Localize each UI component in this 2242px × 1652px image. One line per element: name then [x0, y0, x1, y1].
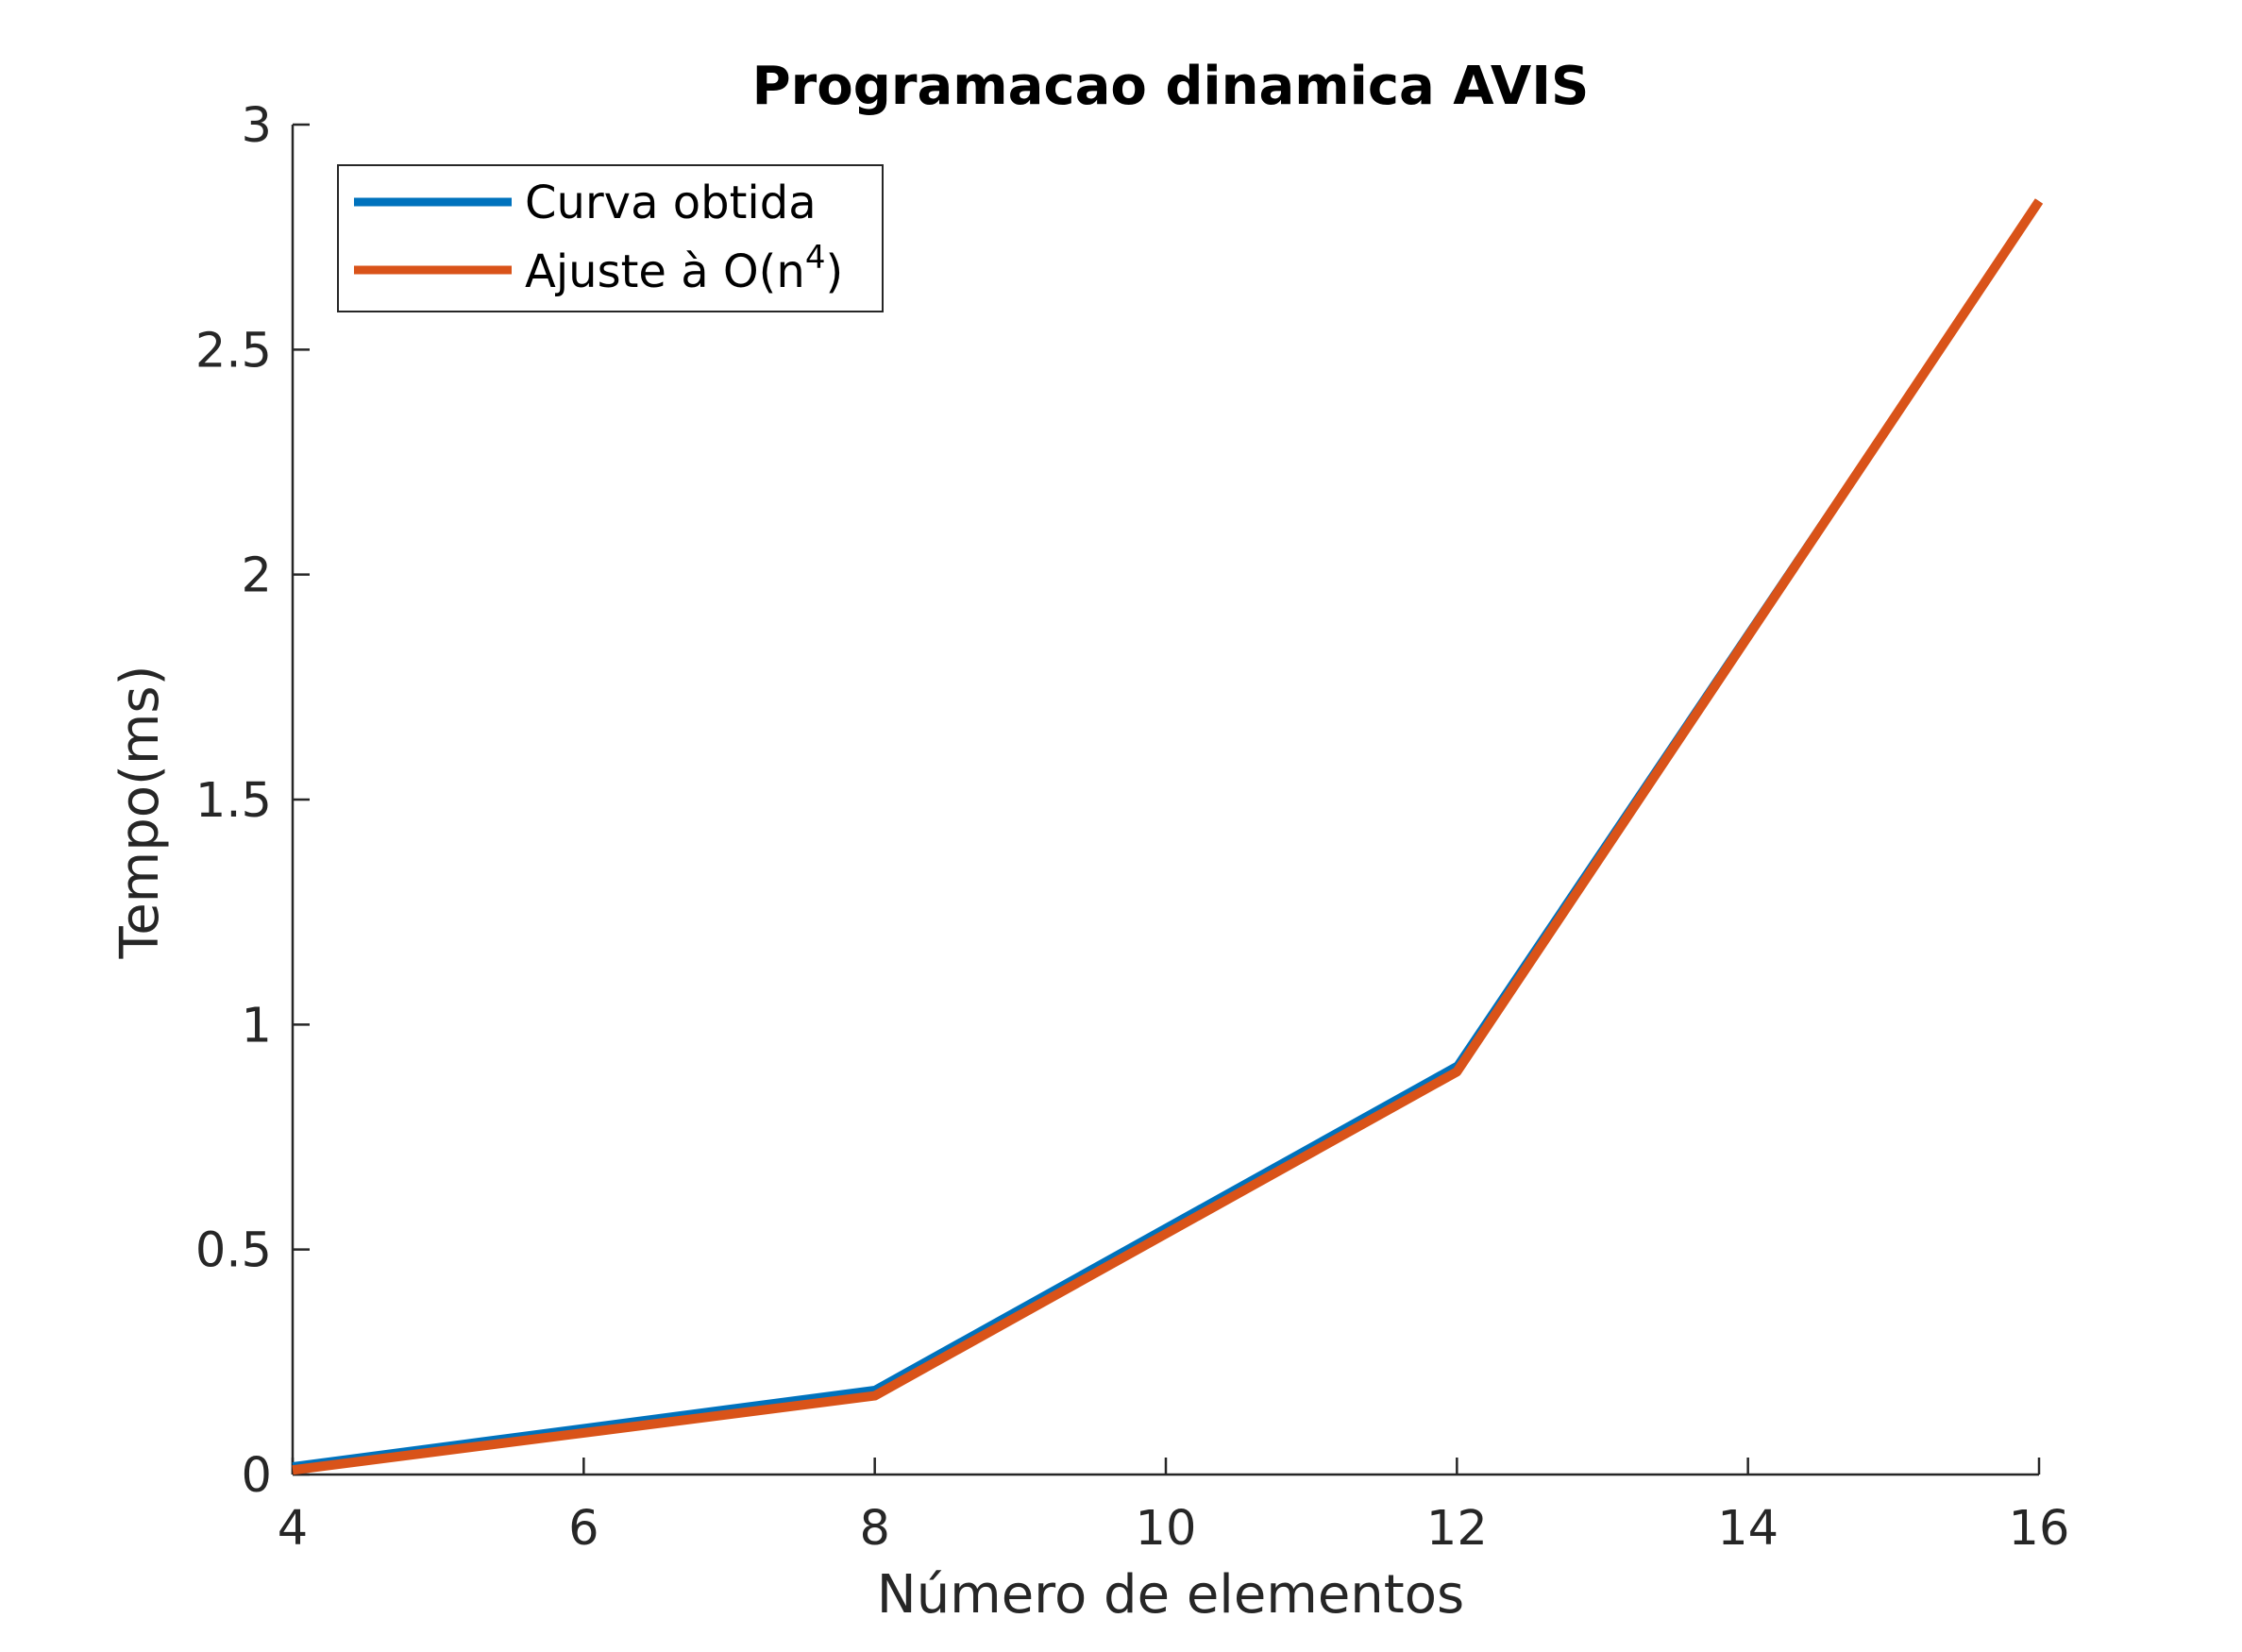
legend: Curva obtida Ajuste à O(n4) — [337, 164, 884, 312]
series-line-ajuste — [292, 198, 2044, 1475]
x-tick-label: 8 — [859, 1501, 889, 1557]
y-tick-label: 0.5 — [195, 1223, 272, 1279]
legend-label-ajuste-superscript: 4 — [805, 239, 826, 277]
y-tick-label: 2 — [242, 548, 272, 604]
x-tick-label: 10 — [1136, 1501, 1197, 1557]
series-line-curva-obtida — [292, 199, 2042, 1469]
x-tick-label: 12 — [1426, 1501, 1488, 1557]
chart-title: Programacao dinamica AVIS — [752, 56, 1590, 117]
plot-area: 4 6 8 10 12 14 16 0 0.5 1 1.5 2 2.5 3 — [195, 98, 2070, 1557]
y-axis-label: Tempo(ms) — [110, 666, 171, 960]
x-axis-label: Número de elementos — [877, 1564, 1464, 1626]
legend-label-ajuste: Ajuste à O(n4) — [525, 239, 843, 298]
x-tick-label: 16 — [2009, 1501, 2070, 1557]
legend-label-ajuste-main: Ajuste à O(n — [525, 245, 805, 298]
x-tick-label: 14 — [1717, 1501, 1778, 1557]
x-tick-label: 4 — [278, 1501, 308, 1557]
y-tick-label: 1.5 — [195, 773, 272, 829]
y-tick-label: 3 — [242, 98, 272, 154]
y-tick-label: 0 — [242, 1448, 272, 1504]
x-tick-label: 6 — [568, 1501, 598, 1557]
legend-label-ajuste-suffix: ) — [825, 245, 843, 298]
y-tick-label: 1 — [242, 998, 272, 1054]
y-tick-label: 2.5 — [195, 323, 272, 379]
legend-box — [337, 164, 884, 312]
legend-label-curva-obtida: Curva obtida — [525, 177, 817, 229]
